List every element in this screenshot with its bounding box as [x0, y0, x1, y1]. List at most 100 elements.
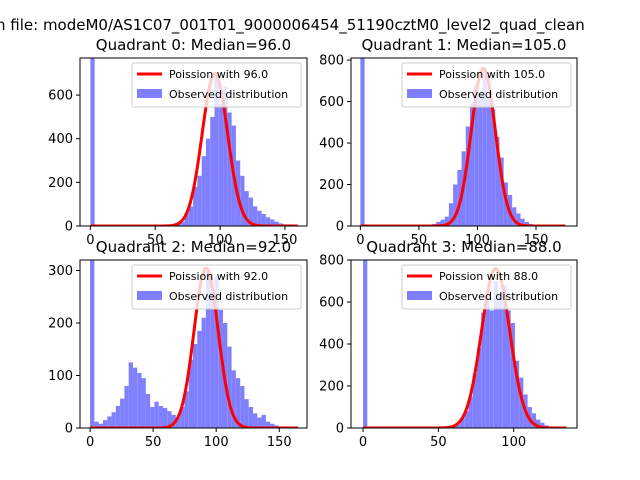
- quadrant-panel-3: 0 50 100 0 200 400 600 800 Quadrant 3: Median=88…: [319, 238, 578, 450]
- histogram-bar: [440, 219, 445, 226]
- x-tick-label: 150: [267, 435, 292, 450]
- histogram-bar: [141, 378, 146, 428]
- histogram-bar: [265, 217, 271, 226]
- histogram-bar: [248, 197, 254, 226]
- y-tick-label: 200: [319, 380, 344, 395]
- histogram-bar: [180, 222, 185, 226]
- y-tick-label: 600: [319, 95, 344, 110]
- x-tick-label: 100: [204, 435, 229, 450]
- x-tick-label: 50: [430, 435, 447, 450]
- x-tick-label: 0: [86, 233, 94, 248]
- panel-title: Quadrant 3: Median=88.0: [366, 238, 561, 256]
- poisson-curve: [89, 266, 299, 428]
- y-tick-label: 400: [48, 132, 73, 147]
- legend: Poission with 96.0 Observed distribution: [131, 62, 302, 108]
- histogram-bar: [476, 348, 482, 428]
- x-tick-label: 150: [524, 233, 549, 248]
- histogram-bar: [158, 405, 163, 428]
- histogram-bar: [514, 360, 520, 428]
- histogram-bar: [482, 70, 487, 226]
- histogram-bar: [188, 206, 194, 226]
- x-tick-label: 100: [465, 233, 490, 248]
- x-tick-label: 100: [501, 435, 526, 450]
- histogram-bar: [506, 310, 511, 428]
- axes-frame: [79, 57, 308, 227]
- histogram-bar: [512, 207, 517, 226]
- histogram-bar: [540, 422, 545, 428]
- histogram-bar: [257, 417, 262, 428]
- histogram-bar: [493, 281, 499, 428]
- histogram-bar: [510, 323, 515, 428]
- legend-label-poisson: Poission with 96.0: [169, 68, 268, 81]
- histogram-bar: [489, 310, 494, 428]
- histogram-bar: [145, 393, 151, 428]
- histogram-bar: [444, 216, 449, 226]
- histogram-bar: [231, 370, 236, 428]
- histogram-bar: [188, 359, 193, 428]
- y-tick-label: 300: [48, 264, 73, 279]
- histogram-bar: [214, 73, 219, 226]
- histogram-bar: [235, 378, 241, 428]
- histogram-bar: [240, 386, 245, 428]
- x-tick-label: 50: [411, 233, 428, 248]
- x-tick-label: 0: [359, 435, 367, 450]
- histogram-bar: [154, 401, 159, 428]
- legend-label-observed: Observed distribution: [169, 88, 288, 101]
- histogram-bar: [270, 423, 275, 428]
- y-tick-label: 600: [319, 296, 344, 311]
- y-tick-label: 200: [48, 317, 73, 332]
- quadrant-panel-2: 0 50 100 150 0 100 200 300 Quadrant 2: Median=92…: [48, 238, 308, 450]
- histogram-bar: [137, 372, 142, 428]
- histogram-bar: [162, 408, 168, 428]
- panel-title: Quadrant 0: Median=96.0: [96, 36, 291, 54]
- histogram-bar: [472, 373, 477, 428]
- histogram-bar: [98, 423, 103, 428]
- histogram-bar: [244, 399, 249, 428]
- histogram-bar: [455, 424, 461, 428]
- histogram-bar: [132, 367, 138, 428]
- histogram-bar: [197, 330, 202, 428]
- y-tick-label: 600: [48, 89, 73, 104]
- histogram-bar: [469, 103, 475, 226]
- x-tick-label: 0: [356, 233, 364, 248]
- x-tick-label: 50: [145, 435, 162, 450]
- y-tick-label: 0: [65, 422, 73, 437]
- y-tick-label: 0: [336, 422, 344, 437]
- histogram-bar: [481, 312, 486, 428]
- histogram-bar: [124, 386, 129, 428]
- x-tick-label: 0: [86, 435, 94, 450]
- histogram-bar: [218, 103, 224, 226]
- histogram-bar: [531, 413, 537, 428]
- histogram-bar: [261, 214, 266, 226]
- histogram-bar: [261, 414, 266, 428]
- histogram-bar: [486, 97, 492, 226]
- histogram-bar: [240, 175, 245, 226]
- histogram-bar: [115, 405, 121, 428]
- histogram-bar: [210, 116, 215, 226]
- y-tick-label: 200: [48, 176, 73, 191]
- histogram-bar: [192, 344, 198, 428]
- histogram-bar: [270, 219, 275, 226]
- histogram-bar: [107, 416, 112, 428]
- histogram-bar: [223, 86, 228, 226]
- y-tick-label: 0: [336, 220, 344, 235]
- legend: Poission with 88.0 Observed distribution: [401, 264, 572, 310]
- histogram-bar: [184, 391, 189, 428]
- histogram-bar: [94, 421, 99, 428]
- histogram-bar: [227, 346, 232, 428]
- histogram-bar: [210, 291, 215, 428]
- histogram-bar: [360, 58, 365, 226]
- histogram-bar: [474, 84, 479, 226]
- histogram-bar: [175, 417, 181, 428]
- legend-label-observed: Observed distribution: [169, 290, 288, 303]
- histogram-bar: [485, 293, 490, 428]
- histogram-bar: [498, 293, 503, 428]
- histogram-bar: [265, 421, 271, 428]
- histogram-bar: [201, 156, 206, 226]
- histogram-bar: [478, 93, 483, 226]
- histogram-bar: [218, 309, 224, 428]
- histogram-bar: [180, 407, 185, 428]
- histogram-bar: [495, 136, 500, 226]
- histogram-bar: [128, 362, 133, 428]
- panel-title: Quadrant 2: Median=92.0: [96, 238, 291, 256]
